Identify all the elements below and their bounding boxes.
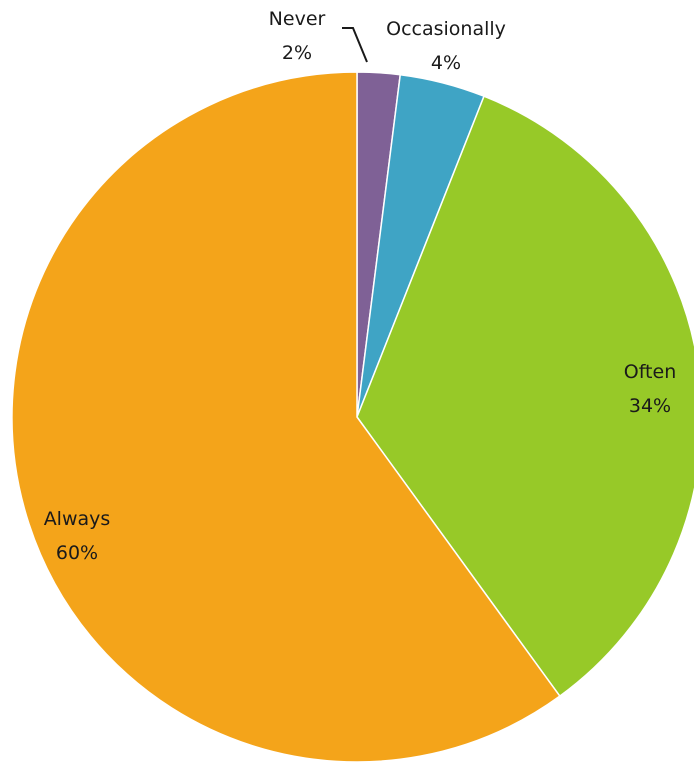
slice-name-occasionally: Occasionally [386, 18, 506, 40]
never-leader-line [342, 27, 368, 63]
slice-percent-often: 34% [629, 395, 671, 417]
slice-percent-occasionally: 4% [431, 52, 461, 74]
slice-name-always: Always [44, 508, 111, 530]
slice-percent-always: 60% [56, 542, 98, 564]
pie-slice-often [356, 95, 694, 698]
pie-slices [11, 71, 694, 763]
slice-name-never: Never [269, 8, 326, 30]
pie-slice-always [11, 71, 561, 763]
slice-percent-never: 2% [282, 42, 312, 64]
slice-name-often: Often [624, 361, 677, 383]
